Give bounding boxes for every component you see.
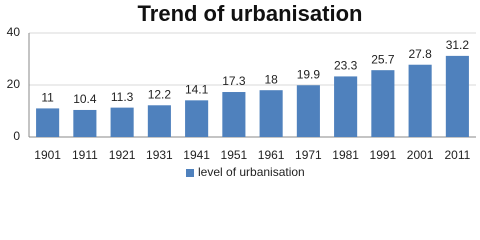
bar xyxy=(259,90,283,137)
x-tick-label: 1981 xyxy=(332,148,359,162)
y-tick-label: 20 xyxy=(7,77,21,91)
x-tick-label: 1931 xyxy=(146,148,173,162)
x-tick-label: 1991 xyxy=(370,148,397,162)
x-tick-label: 1901 xyxy=(34,148,61,162)
legend-label: level of urbanisation xyxy=(198,165,305,179)
data-label: 11 xyxy=(41,91,54,105)
x-tick-label: 1921 xyxy=(109,148,136,162)
data-label: 27.8 xyxy=(408,47,432,61)
bar xyxy=(371,70,395,137)
x-tick-label: 1961 xyxy=(258,148,285,162)
bar xyxy=(296,85,320,137)
chart-title: Trend of urbanisation xyxy=(138,1,363,26)
data-label: 14.1 xyxy=(185,83,209,97)
bar xyxy=(222,92,246,137)
y-tick-label: 40 xyxy=(7,25,21,39)
bar xyxy=(110,107,134,137)
bar xyxy=(36,108,60,137)
bar xyxy=(445,55,469,137)
data-label: 17.3 xyxy=(222,74,246,88)
x-tick-label: 2011 xyxy=(444,148,470,162)
data-label: 10.4 xyxy=(73,92,97,106)
bar xyxy=(73,109,97,137)
bar xyxy=(147,105,171,137)
x-tick-label: 1951 xyxy=(221,148,248,162)
data-label: 18 xyxy=(264,72,278,86)
bar xyxy=(408,64,432,137)
data-label: 12.2 xyxy=(148,87,172,101)
y-tick-label: 0 xyxy=(13,129,20,143)
data-label: 11.3 xyxy=(111,90,134,104)
chart: Trend of urbanisation 0 20 40 1901 1911 1921 1… xyxy=(7,1,476,179)
x-tick-label: 1941 xyxy=(183,148,210,162)
x-tick-label: 1911 xyxy=(72,148,98,162)
x-tick-label: 1971 xyxy=(295,148,322,162)
legend-swatch xyxy=(186,169,194,177)
bar xyxy=(334,76,358,137)
data-label: 19.9 xyxy=(297,67,321,81)
bar xyxy=(185,100,209,137)
data-label: 23.3 xyxy=(334,59,358,73)
data-label: 31.2 xyxy=(446,38,470,52)
data-label: 25.7 xyxy=(371,52,395,66)
x-tick-label: 2001 xyxy=(407,148,434,162)
